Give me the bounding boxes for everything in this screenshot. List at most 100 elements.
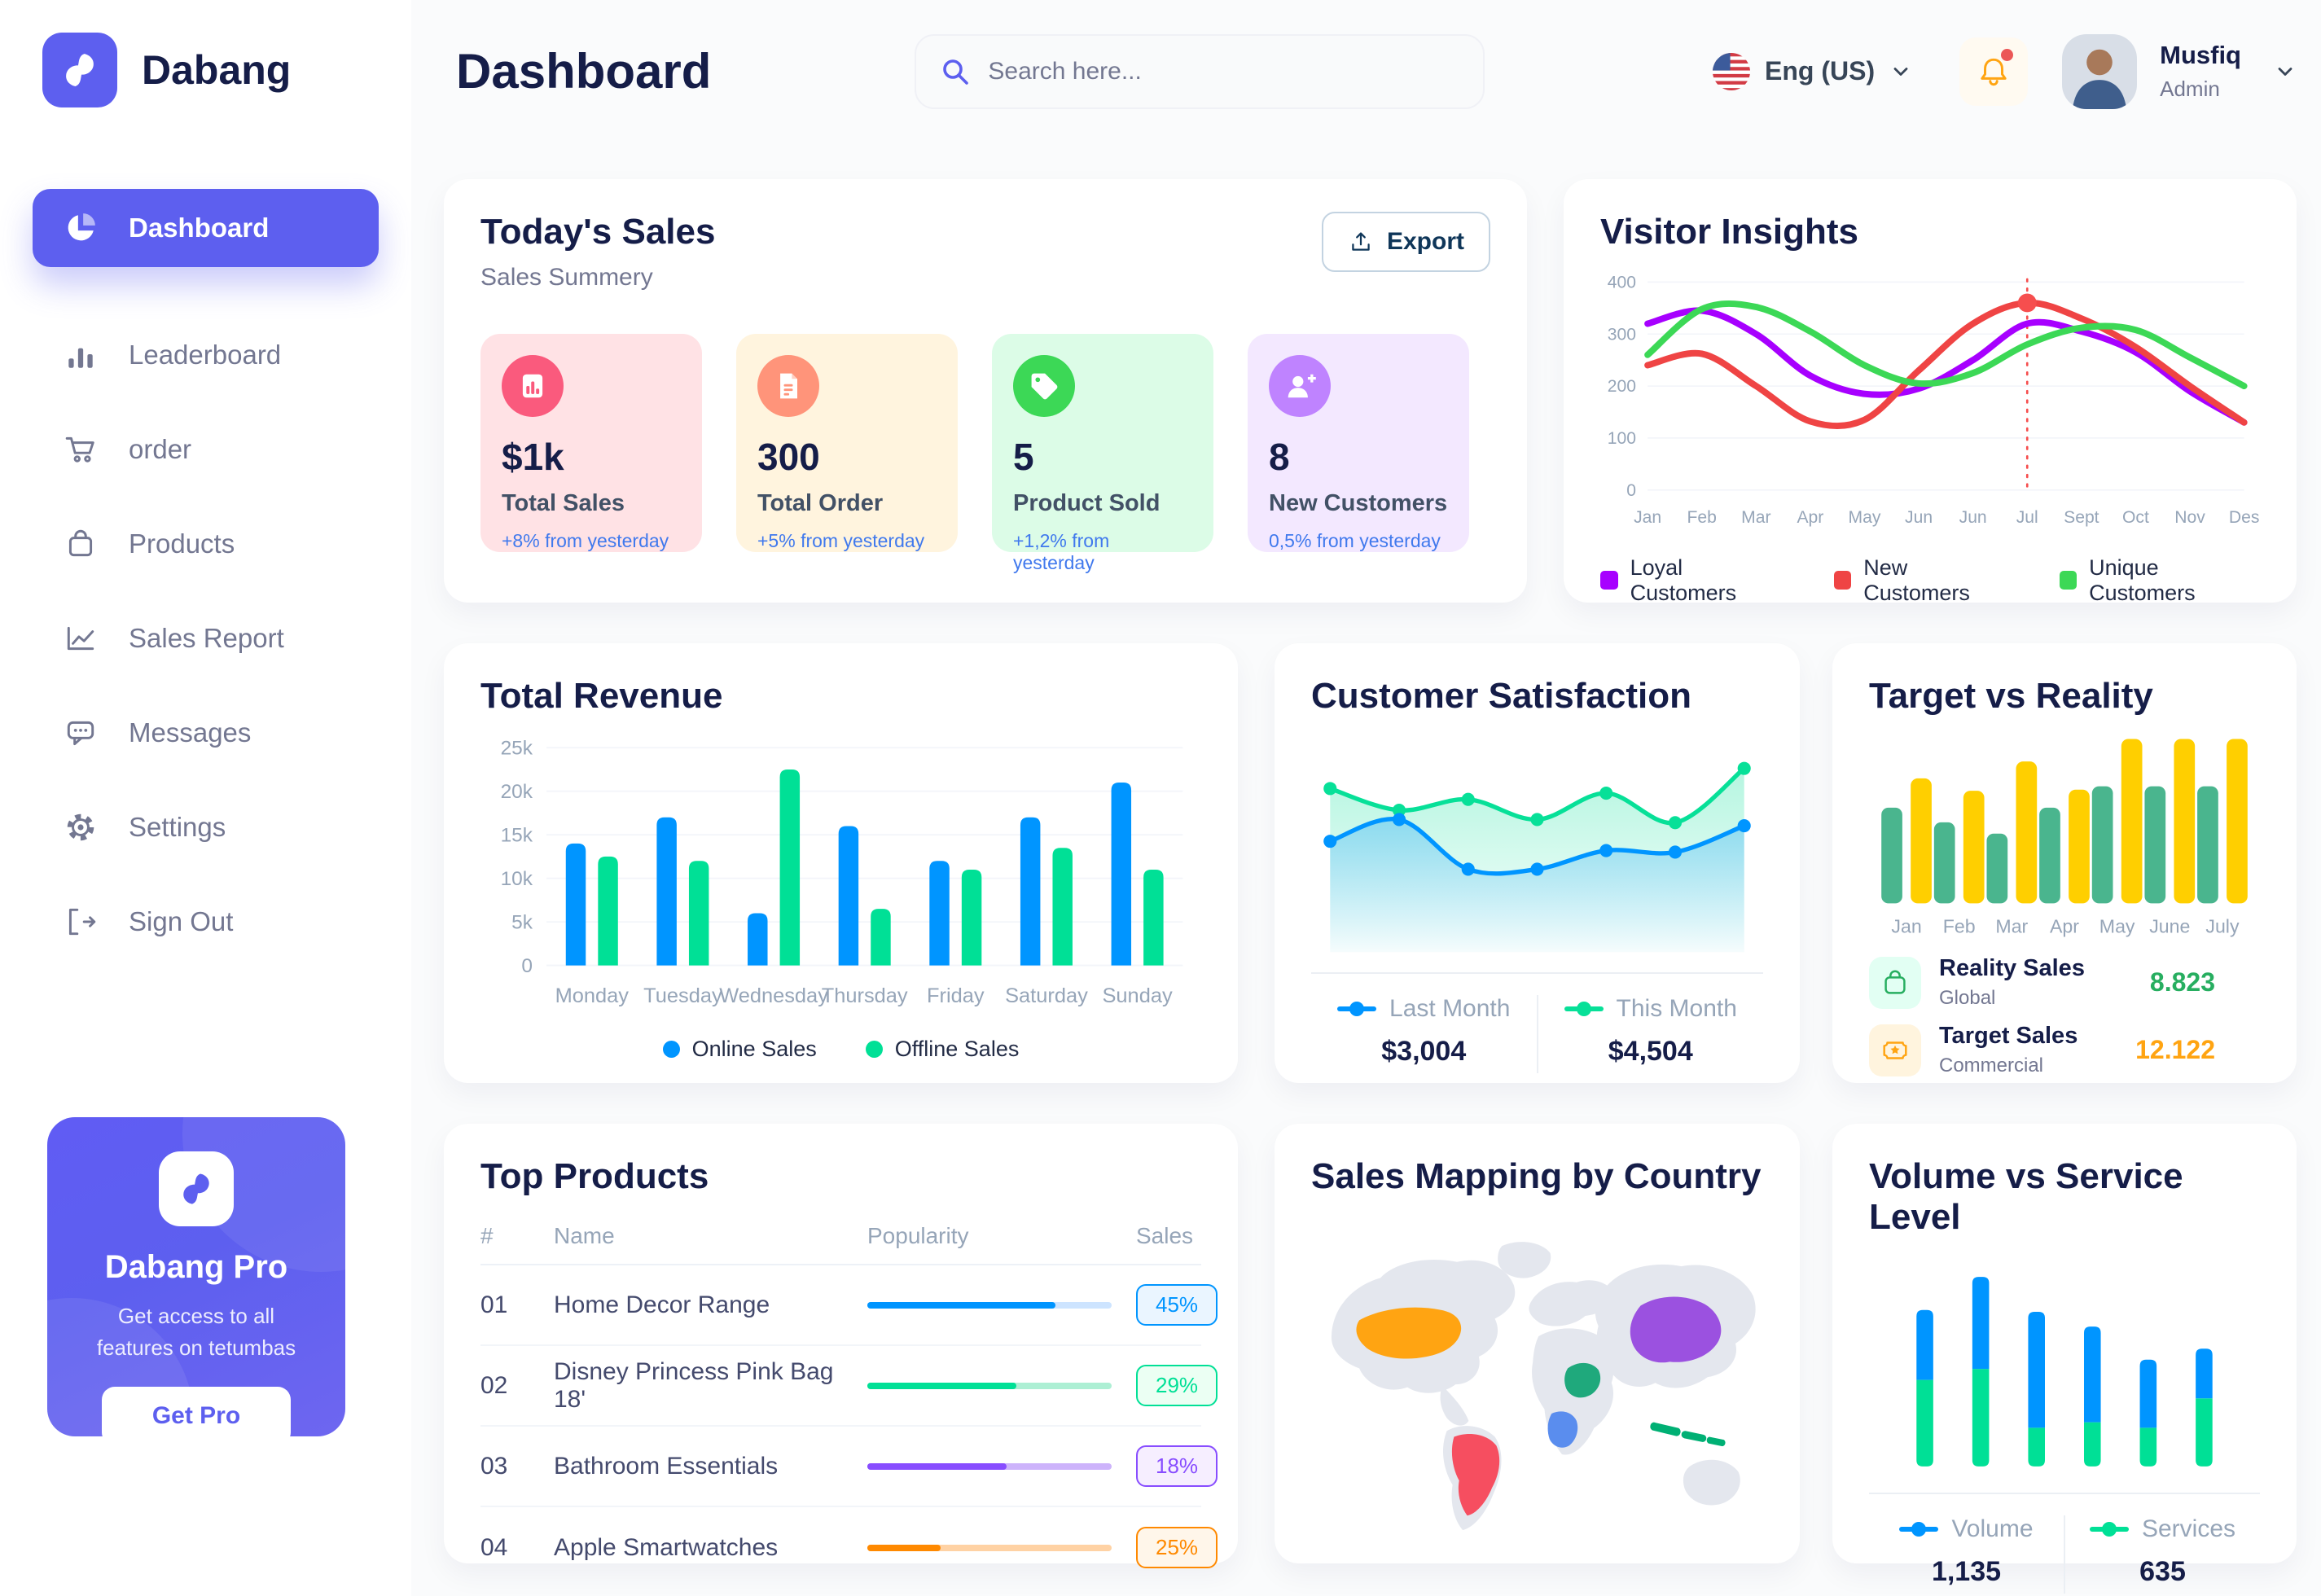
sales-card-total-order: 300 Total Order +5% from yesterday bbox=[736, 334, 958, 552]
search-input[interactable] bbox=[988, 57, 1461, 86]
product-name: Bathroom Essentials bbox=[554, 1452, 779, 1480]
popularity-bar bbox=[867, 1462, 1112, 1470]
sidebar-item-products[interactable]: Products bbox=[33, 505, 379, 583]
legend-value: 8.823 bbox=[2149, 967, 2215, 998]
legend-value: 1,135 bbox=[1931, 1555, 2002, 1587]
svg-text:Jul: Jul bbox=[2016, 508, 2038, 527]
svg-text:Friday: Friday bbox=[927, 984, 985, 1007]
legend-item: Volume 1,135 bbox=[1869, 1515, 2064, 1594]
sidebar-item-sales-report[interactable]: Sales Report bbox=[33, 599, 379, 677]
target-vs-reality-card: Target vs Reality Jan Feb Mar Apr May June Jul… bbox=[1832, 643, 2297, 1083]
stat-label: New Customers bbox=[1269, 490, 1448, 516]
cart-icon bbox=[64, 432, 98, 467]
customer-satisfaction-chart bbox=[1323, 761, 1751, 953]
svg-text:0: 0 bbox=[1626, 481, 1636, 500]
sign-out-icon bbox=[64, 905, 98, 939]
search-box bbox=[915, 33, 1485, 109]
todays-sales-card: Today's Sales Sales Summery Export $1k To… bbox=[444, 179, 1527, 603]
user-plus-icon bbox=[1269, 355, 1331, 417]
language-label: Eng (US) bbox=[1765, 56, 1876, 86]
svg-text:200: 200 bbox=[1608, 377, 1636, 396]
product-rank: 01 bbox=[480, 1291, 508, 1318]
export-button[interactable]: Export bbox=[1321, 212, 1490, 272]
product-name: Apple Smartwatches bbox=[554, 1533, 779, 1561]
svg-text:0: 0 bbox=[521, 955, 533, 977]
user-role: Admin bbox=[2160, 77, 2220, 101]
svg-text:5k: 5k bbox=[511, 912, 533, 934]
svg-text:Sept: Sept bbox=[2064, 508, 2099, 527]
target-vs-reality-chart: Jan Feb Mar Apr May June July bbox=[1881, 739, 2248, 936]
table-row: 02 Disney Princess Pink Bag 18' 29% bbox=[480, 1346, 1218, 1427]
legend-item: Services 635 bbox=[2065, 1515, 2260, 1594]
sidebar-item-messages[interactable]: Messages bbox=[33, 694, 379, 772]
legend-item: Target Sales Commercial 12.122 bbox=[1869, 1023, 2260, 1077]
target-vs-reality-title: Target vs Reality bbox=[1869, 676, 2153, 716]
bag-icon bbox=[64, 527, 98, 561]
svg-text:Feb: Feb bbox=[1943, 915, 1976, 936]
sales-chart-icon bbox=[502, 355, 564, 417]
notifications-button[interactable] bbox=[1959, 37, 2029, 106]
todays-sales-title: Today's Sales bbox=[480, 212, 716, 252]
table-body: 01 Home Decor Range 45% 02 Disney Princess P… bbox=[480, 1265, 1218, 1588]
svg-text:Apr: Apr bbox=[1797, 508, 1823, 527]
chevron-down-icon bbox=[1893, 67, 1908, 76]
pro-logo-icon bbox=[159, 1151, 234, 1226]
sidebar-item-label: Products bbox=[129, 528, 235, 559]
stat-delta: +8% from yesterday bbox=[502, 530, 669, 551]
notification-badge bbox=[2001, 48, 2014, 61]
order-list-icon bbox=[757, 355, 819, 417]
svg-text:25k: 25k bbox=[501, 738, 533, 760]
sales-badge: 25% bbox=[1136, 1527, 1218, 1568]
sidebar-item-order[interactable]: order bbox=[33, 410, 379, 489]
legend-divider bbox=[1536, 995, 1538, 1074]
svg-text:300: 300 bbox=[1608, 325, 1636, 344]
stat-value: 300 bbox=[757, 436, 820, 478]
line-chart-icon bbox=[64, 621, 98, 656]
pie-chart-icon bbox=[64, 211, 98, 245]
search-icon bbox=[943, 59, 969, 85]
legend-value: 635 bbox=[2139, 1555, 2186, 1587]
user-name: Musfiq bbox=[2160, 41, 2241, 69]
table-row: 01 Home Decor Range 45% bbox=[480, 1265, 1218, 1346]
total-revenue-chart: 0 5k 10k 15k 20k 25k Monday TuesdayWednesdayThu… bbox=[501, 738, 1183, 1007]
bag-line-icon bbox=[1869, 956, 1921, 1009]
sidebar-item-leaderboard[interactable]: Leaderboard bbox=[33, 316, 379, 394]
world-map bbox=[1331, 1242, 1756, 1531]
message-icon bbox=[64, 716, 98, 750]
legend-value: $3,004 bbox=[1381, 1036, 1467, 1068]
sidebar-item-settings[interactable]: Settings bbox=[33, 788, 379, 866]
language-selector[interactable]: Eng (US) bbox=[1713, 52, 1912, 90]
sidebar-item-label: Leaderboard bbox=[129, 340, 282, 370]
stat-delta: +5% from yesterday bbox=[757, 530, 925, 551]
svg-text:Jan: Jan bbox=[1891, 915, 1921, 936]
legend-value: $4,504 bbox=[1608, 1036, 1693, 1068]
todays-sales-subtitle: Sales Summery bbox=[480, 264, 653, 291]
sidebar-item-sign-out[interactable]: Sign Out bbox=[33, 883, 379, 961]
visitor-insights-title: Visitor Insights bbox=[1600, 212, 1859, 252]
svg-text:Jun: Jun bbox=[1959, 508, 1987, 527]
tag-icon bbox=[1013, 355, 1075, 417]
sales-card-total-sales: $1k Total Sales +8% from yesterday bbox=[480, 334, 702, 552]
legend-swatch bbox=[662, 1040, 680, 1058]
stat-label: Product Sold bbox=[1013, 490, 1160, 516]
stat-delta: +1,2% from yesterday bbox=[1013, 530, 1110, 573]
sidebar-item-dashboard[interactable]: Dashboard bbox=[33, 189, 379, 267]
customer-satisfaction-title: Customer Satisfaction bbox=[1311, 676, 1691, 716]
svg-text:Jun: Jun bbox=[1905, 508, 1933, 527]
volume-vs-service-card: Volume vs Service Level Volume 1,135 Servi… bbox=[1832, 1124, 2297, 1594]
legend-value: 12.122 bbox=[2135, 1035, 2215, 1065]
svg-text:Jan: Jan bbox=[1634, 508, 1661, 527]
svg-text:Saturday: Saturday bbox=[1005, 984, 1088, 1007]
brand-logo-icon bbox=[42, 33, 117, 107]
legend-item: Offline Sales bbox=[865, 1037, 1019, 1062]
brand-name: Dabang bbox=[142, 47, 292, 93]
sidebar-item-label: order bbox=[129, 434, 192, 464]
volume-vs-service-chart bbox=[1916, 1277, 2213, 1467]
user-profile[interactable]: Musfiq Admin bbox=[2062, 33, 2297, 109]
bell-icon bbox=[1981, 58, 2007, 86]
legend-swatch bbox=[2059, 571, 2077, 590]
visitor-insights-chart: 0 100 200 300 400 Jan Feb Mar Apr May Jun Jun Jul Sep… bbox=[1608, 273, 2260, 527]
total-revenue-card: Total Revenue 0 5k 10k 15k 20k 25k Monday Tuesd… bbox=[444, 643, 1238, 1083]
table-row: 03 Bathroom Essentials 18% bbox=[480, 1427, 1218, 1507]
get-pro-button[interactable]: Get Pro bbox=[102, 1387, 291, 1436]
